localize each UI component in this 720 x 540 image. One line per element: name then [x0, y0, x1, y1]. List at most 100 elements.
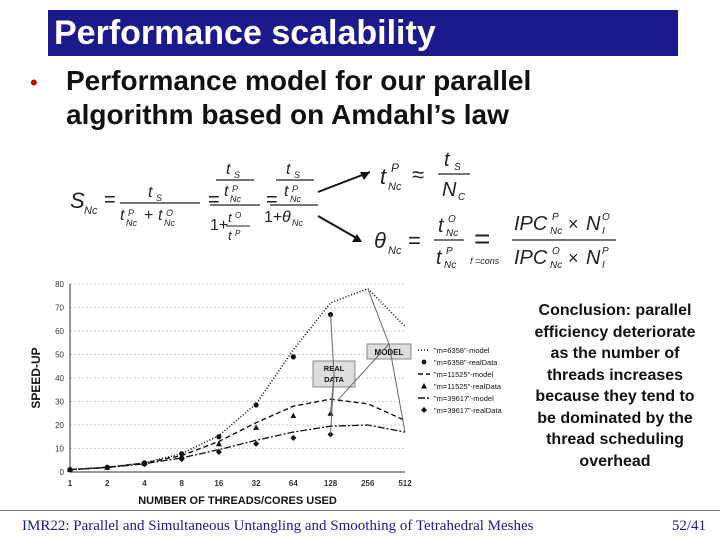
- svg-text:f =cons: f =cons: [470, 256, 500, 266]
- x-tick-label: 8: [179, 479, 184, 488]
- data-point: [216, 434, 222, 440]
- svg-text:P: P: [446, 246, 453, 257]
- legend-swatch: [421, 383, 427, 389]
- annotation-arrow: [367, 288, 390, 345]
- svg-text:Nc: Nc: [550, 226, 562, 237]
- svg-text:≈: ≈: [412, 162, 424, 187]
- series-line: [69, 424, 406, 471]
- svg-text:C: C: [458, 192, 466, 203]
- svg-text:S: S: [234, 170, 240, 180]
- svg-text:Nc: Nc: [550, 260, 562, 271]
- x-tick-label: 256: [361, 479, 375, 488]
- svg-text:t: t: [286, 161, 291, 178]
- x-tick-label: 512: [398, 479, 412, 488]
- svg-text:Nc: Nc: [388, 181, 402, 193]
- svg-text:Nc: Nc: [290, 194, 301, 204]
- svg-text:t: t: [284, 183, 289, 200]
- y-tick-label: 60: [55, 327, 64, 336]
- svg-text:=: =: [474, 223, 490, 254]
- svg-text:P: P: [235, 229, 241, 238]
- x-tick-label: 128: [324, 479, 338, 488]
- svg-text:IPC: IPC: [514, 247, 548, 269]
- annotation-arrow: [388, 343, 406, 433]
- svg-text:t: t: [228, 210, 233, 225]
- svg-text:P: P: [128, 208, 134, 218]
- svg-text:S: S: [156, 193, 162, 203]
- data-point: [178, 456, 185, 463]
- svg-text:I: I: [602, 260, 605, 271]
- svg-text:I: I: [602, 226, 605, 237]
- svg-text:t: t: [224, 183, 229, 200]
- legend-label: "m=6358"-model: [434, 346, 490, 355]
- footer-title: IMR22: Parallel and Simultaneous Untangl…: [22, 518, 534, 534]
- y-tick-label: 70: [55, 304, 64, 313]
- slide-title: Performance scalability: [54, 14, 436, 52]
- svg-text:+: +: [144, 207, 153, 224]
- svg-text:S: S: [454, 162, 461, 173]
- svg-text:N: N: [586, 247, 601, 269]
- speedup-chart: 0 10 20 30 40 50 60 70 80 1 2 4 8 16 32 64 128 256 512 NUMB…: [30, 280, 502, 507]
- svg-text:P: P: [552, 212, 559, 223]
- svg-text:IPC: IPC: [514, 213, 548, 235]
- x-tick-label: 2: [105, 479, 110, 488]
- data-point: [67, 466, 73, 473]
- svg-text:P: P: [391, 161, 399, 175]
- svg-text:t: t: [438, 215, 445, 237]
- svg-text:=: =: [104, 189, 116, 211]
- annotation-arrow: [330, 373, 335, 435]
- annotation-label: DATA: [324, 375, 344, 384]
- svg-text:t: t: [380, 164, 387, 189]
- svg-text:t: t: [444, 150, 451, 171]
- svg-text:=: =: [266, 189, 278, 211]
- svg-text:N: N: [442, 179, 457, 201]
- data-point: [253, 402, 259, 408]
- y-tick-label: 30: [55, 398, 64, 407]
- bullet-text: Performance model for our parallel algor…: [66, 65, 532, 130]
- page-number: 52/41: [671, 518, 706, 534]
- svg-text:Nc: Nc: [230, 194, 241, 204]
- legend-label: "m=11525"-realData: [434, 382, 502, 391]
- svg-text:O: O: [235, 211, 241, 220]
- legend-label: "m=6358"-realData: [434, 358, 498, 367]
- legend-swatch: [421, 407, 427, 413]
- legend-label: "m=39617"-model: [434, 394, 494, 403]
- svg-text:Nc: Nc: [444, 260, 456, 271]
- data-point: [327, 311, 334, 318]
- svg-text:O: O: [448, 214, 456, 225]
- svg-text:=: =: [208, 189, 220, 211]
- svg-text:Nc: Nc: [446, 228, 458, 239]
- data-point: [290, 434, 297, 441]
- svg-text:×: ×: [568, 248, 579, 268]
- series-line: [69, 398, 406, 471]
- x-tick-label: 1: [68, 479, 73, 488]
- svg-text:θ: θ: [282, 209, 291, 226]
- y-tick-label: 40: [55, 374, 64, 383]
- data-point: [215, 440, 222, 447]
- svg-text:t: t: [148, 184, 153, 201]
- y-tick-label: 20: [55, 421, 64, 430]
- svg-text:Nc: Nc: [164, 218, 175, 228]
- y-tick-label: 80: [55, 280, 64, 289]
- svg-text:P: P: [602, 246, 609, 257]
- svg-text:O: O: [602, 212, 610, 223]
- svg-text:Nc: Nc: [84, 205, 98, 217]
- x-tick-label: 16: [214, 479, 223, 488]
- y-tick-label: 50: [55, 351, 64, 360]
- x-tick-label: 32: [252, 479, 261, 488]
- svg-text:t: t: [226, 161, 231, 178]
- x-tick-label: 4: [142, 479, 147, 488]
- svg-text:O: O: [552, 246, 560, 257]
- x-tick-label: 64: [289, 479, 298, 488]
- svg-text:1+: 1+: [264, 209, 282, 226]
- title-bar: Performance scalability: [48, 10, 678, 56]
- y-tick-label: 10: [55, 445, 64, 454]
- svg-text:Nc: Nc: [292, 218, 303, 228]
- annotation-arrow: [338, 343, 390, 400]
- data-point: [215, 449, 222, 456]
- svg-text:N: N: [586, 213, 601, 235]
- svg-text:t: t: [158, 207, 163, 224]
- legend-label: "m=11525"-model: [434, 370, 494, 379]
- data-point: [253, 424, 260, 430]
- series-line: [69, 287, 406, 471]
